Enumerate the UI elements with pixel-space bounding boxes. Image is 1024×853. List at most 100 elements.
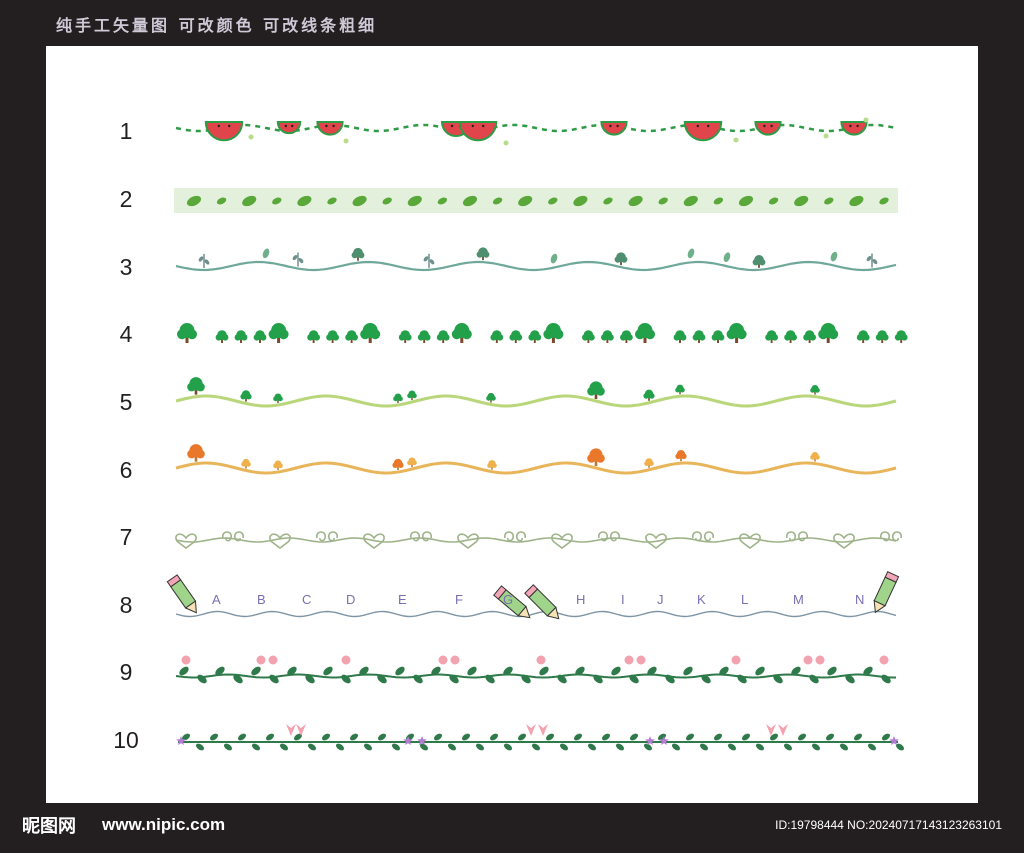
tree-icon — [856, 334, 864, 341]
leaf-icon — [840, 743, 848, 751]
tree-trunk-icon — [679, 390, 681, 395]
site-logo: 昵图网 — [22, 816, 76, 837]
tree-icon — [196, 449, 205, 459]
dot-icon — [823, 133, 829, 139]
tree-icon — [461, 329, 472, 340]
tree-trunk-icon — [245, 397, 247, 402]
tree-icon — [587, 453, 596, 463]
heart-icon — [457, 533, 479, 549]
tree-trunk-icon — [185, 335, 189, 343]
tree-icon — [398, 334, 406, 341]
tree-icon — [596, 453, 605, 463]
tree-trunk-icon — [735, 335, 739, 343]
row-number-8: 8 — [119, 592, 133, 618]
image-id: ID:19798444 NO:20240717143123263101 — [775, 818, 1002, 832]
watermelon-seed-icon — [616, 124, 619, 128]
tree-icon — [901, 334, 908, 341]
leaf-icon — [658, 197, 668, 205]
flower-icon — [879, 655, 889, 665]
leaf-icon — [768, 197, 779, 205]
tree-icon — [759, 259, 766, 266]
purple-flower-icon — [659, 736, 669, 745]
heart-icon — [269, 533, 291, 549]
leaf-icon — [518, 733, 526, 741]
watermelon-seed-icon — [217, 124, 220, 128]
leaf-icon — [616, 743, 624, 751]
leaf-icon — [854, 733, 862, 741]
pencil-icon — [873, 571, 900, 614]
tree-icon — [483, 251, 490, 258]
leaf-icon — [849, 195, 864, 207]
row-number-1: 1 — [119, 118, 133, 144]
site-url[interactable]: www.nipic.com — [102, 815, 226, 834]
tree-trunk-icon — [423, 338, 426, 343]
leaf-icon — [863, 666, 873, 676]
leaf-icon — [826, 733, 834, 741]
tree-icon — [649, 461, 654, 466]
tree-icon — [784, 334, 791, 341]
pencil-eraser — [166, 574, 182, 588]
swirl-icon — [316, 531, 338, 542]
tree-icon — [491, 395, 496, 401]
alphabet-letter: N — [855, 592, 864, 607]
pencil-body — [873, 576, 897, 607]
leaf-icon — [879, 197, 889, 205]
tree-trunk-icon — [717, 338, 719, 343]
tree-trunk-icon — [648, 396, 650, 401]
tree-icon — [711, 334, 718, 341]
tree-icon — [253, 334, 260, 341]
tree-icon — [268, 329, 279, 340]
purple-flower-icon — [417, 736, 427, 745]
leaf-icon — [603, 197, 613, 205]
tree-trunk-icon — [698, 338, 700, 343]
tree-trunk-icon — [587, 338, 590, 343]
tree-icon — [351, 251, 358, 259]
leaf-icon — [423, 256, 429, 262]
watermelon-seed-icon — [482, 124, 485, 128]
pencil-tip — [184, 600, 197, 614]
leaf-icon — [546, 733, 554, 741]
leaf-icon — [665, 674, 675, 684]
tree-trunk-icon — [312, 338, 315, 343]
leaf-icon — [518, 195, 533, 207]
tree-icon — [614, 256, 621, 263]
tree-trunk-icon — [460, 335, 464, 343]
tree-trunk-icon — [814, 390, 816, 395]
leaf-icon — [521, 674, 531, 684]
leaf-icon — [573, 195, 588, 207]
tree-trunk-icon — [789, 338, 792, 343]
tree-icon — [553, 329, 564, 340]
pencil-line — [175, 610, 897, 618]
tree-icon — [875, 334, 883, 341]
tree-icon — [543, 329, 554, 340]
leaf-icon — [503, 666, 513, 676]
tree-icon — [828, 329, 839, 340]
tree-trunk-icon — [551, 335, 555, 343]
flower-icon — [438, 655, 448, 665]
tree-icon — [326, 334, 333, 341]
leaf-band-border — [174, 188, 898, 213]
tree-trunk-icon — [442, 338, 445, 343]
tree-icon — [515, 334, 523, 341]
leaf-icon — [467, 666, 477, 676]
flower-icon — [815, 655, 825, 665]
leaf-icon — [251, 666, 261, 676]
purple-flower-icon — [176, 736, 186, 745]
heart-icon — [551, 533, 573, 549]
leaf-icon — [297, 195, 312, 207]
tree-trunk-icon — [245, 464, 247, 469]
leaf-icon — [791, 666, 801, 676]
pencil-eraser — [884, 571, 900, 583]
tree-icon — [882, 334, 889, 341]
leaf-icon — [204, 259, 210, 265]
tree-icon — [699, 334, 706, 341]
leaf-icon — [305, 674, 315, 684]
leaf-icon — [196, 743, 204, 751]
tree-icon — [436, 334, 444, 341]
tree-icon — [601, 334, 608, 341]
heart-swirl-border — [175, 531, 902, 549]
leaf-icon — [210, 733, 218, 741]
tree-trunk-icon — [680, 456, 682, 462]
leaf-icon — [322, 733, 330, 741]
leaf-icon — [359, 666, 369, 676]
